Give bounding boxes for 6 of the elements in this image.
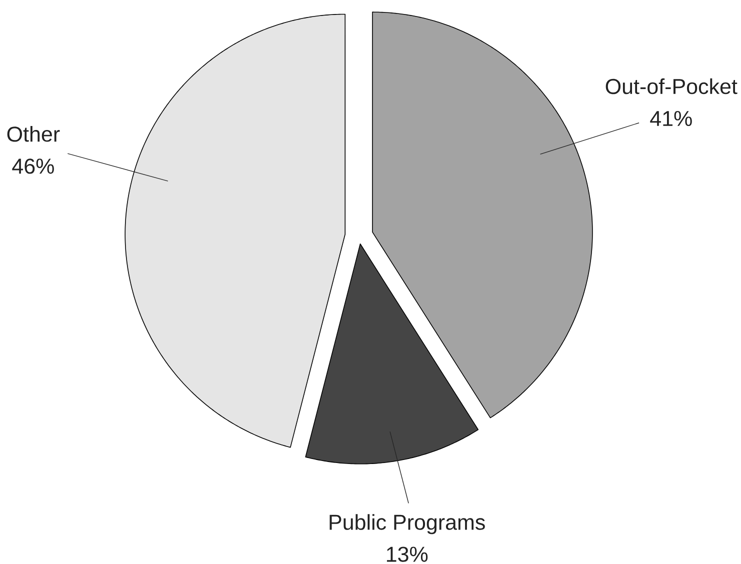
data-label: 41% xyxy=(650,111,692,126)
data-label: 13% xyxy=(386,546,428,562)
slice-label: Public Programs xyxy=(330,514,485,534)
slice-label: Out-of-Pocket xyxy=(606,78,738,94)
data-label: 46% xyxy=(12,158,54,174)
slice-label: Other xyxy=(7,126,60,142)
